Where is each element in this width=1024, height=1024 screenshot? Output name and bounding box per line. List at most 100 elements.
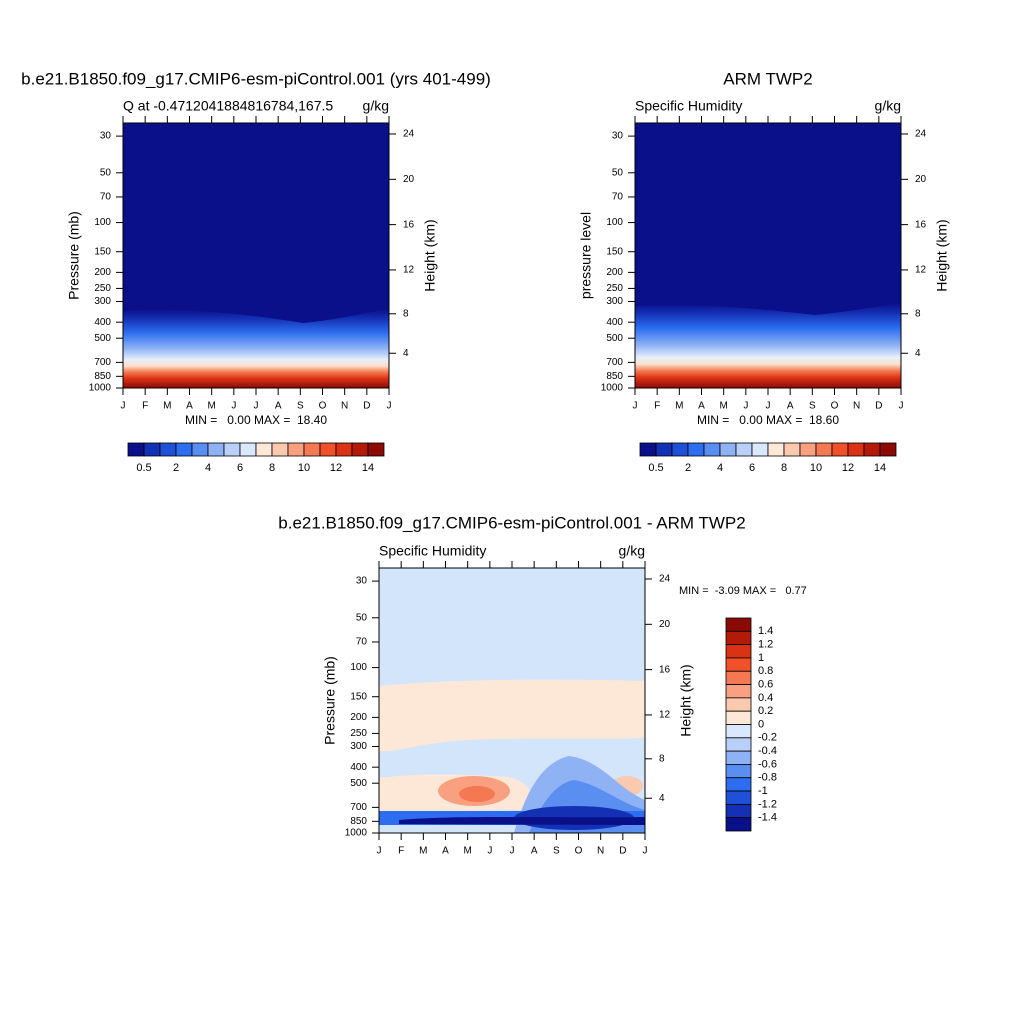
colorbar-label: 1 bbox=[758, 652, 764, 664]
y-tick-label: 150 bbox=[606, 246, 623, 257]
colorbar-box bbox=[847, 442, 865, 457]
colorbar-label: 1.4 bbox=[758, 625, 773, 637]
x-tick-label: O bbox=[319, 401, 327, 412]
colorbar-label: 2 bbox=[173, 462, 179, 474]
y-tick-label: 50 bbox=[356, 612, 368, 623]
colorbar-box bbox=[303, 442, 321, 457]
x-tick-label: J bbox=[231, 401, 236, 412]
colorbar-label: 8 bbox=[781, 462, 787, 474]
colorbar-label: 0.4 bbox=[758, 692, 773, 704]
colorbar-label: -1.4 bbox=[758, 812, 777, 824]
y2-tick-label: 8 bbox=[403, 308, 409, 319]
colorbar-box bbox=[879, 442, 897, 457]
y2-tick-label: 16 bbox=[659, 664, 671, 675]
chart-title: b.e21.B1850.f09_g17.CMIP6-esm-piControl.… bbox=[278, 513, 745, 532]
colorbar-box bbox=[175, 442, 193, 457]
colorbar-label: 8 bbox=[269, 462, 275, 474]
x-tick-label: N bbox=[597, 846, 604, 857]
colorbar-box bbox=[671, 442, 689, 457]
colorbar-box bbox=[239, 442, 257, 457]
y-tick-label: 1000 bbox=[345, 828, 368, 839]
colorbar-box bbox=[725, 670, 752, 685]
y-tick-label: 50 bbox=[100, 167, 112, 178]
subtitle-right: g/kg bbox=[619, 543, 645, 559]
y-tick-label: 300 bbox=[350, 741, 367, 752]
y2-tick-label: 24 bbox=[915, 129, 927, 140]
min-max: MIN = -3.09 MAX = 0.77 bbox=[679, 585, 807, 597]
colorbar-box bbox=[335, 442, 353, 457]
contour-field bbox=[635, 123, 901, 388]
y2-tick-label: 12 bbox=[659, 710, 671, 721]
colorbar-box bbox=[287, 442, 305, 457]
y-tick-label: 500 bbox=[350, 778, 367, 789]
y-tick-label: 30 bbox=[356, 576, 368, 587]
colorbar-label: 14 bbox=[874, 462, 886, 474]
x-tick-label: A bbox=[442, 846, 449, 857]
contour-fill bbox=[123, 309, 389, 388]
colorbar-box bbox=[735, 442, 753, 457]
colorbar-box bbox=[725, 790, 752, 805]
colorbar-box bbox=[725, 644, 752, 659]
y-tick-label: 850 bbox=[606, 371, 623, 382]
colorbar-label: 6 bbox=[237, 462, 243, 474]
colorbar-box bbox=[725, 750, 752, 765]
y-tick-label: 300 bbox=[94, 296, 111, 307]
y-tick-label: 300 bbox=[606, 296, 623, 307]
colorbar-box bbox=[751, 442, 769, 457]
x-tick-label: D bbox=[619, 846, 626, 857]
x-tick-label: J bbox=[510, 846, 515, 857]
colorbar-box bbox=[725, 803, 752, 819]
y-tick-label: 200 bbox=[606, 267, 623, 278]
colorbar-box bbox=[719, 442, 737, 457]
colorbar-box bbox=[687, 442, 705, 457]
colorbar-label: 10 bbox=[298, 462, 310, 474]
x-tick-label: S bbox=[553, 846, 560, 857]
y-tick-label: 200 bbox=[350, 712, 367, 723]
colorbar-box bbox=[703, 442, 721, 457]
x-tick-label: J bbox=[643, 846, 648, 857]
colorbar-box bbox=[319, 442, 337, 457]
colorbar-box bbox=[831, 442, 849, 457]
colorbar-label: 0.2 bbox=[758, 705, 773, 717]
colorbar-box bbox=[725, 684, 752, 699]
contour-fill bbox=[635, 303, 901, 388]
colorbar-box bbox=[725, 777, 752, 792]
colorbar-box bbox=[725, 764, 752, 779]
colorbar-box bbox=[767, 442, 785, 457]
x-tick-label: J bbox=[633, 401, 638, 412]
y2-tick-label: 16 bbox=[915, 219, 927, 230]
y2-axis-label: Height (km) bbox=[422, 219, 438, 291]
y2-tick-label: 4 bbox=[403, 348, 409, 359]
x-tick-label: J bbox=[254, 401, 259, 412]
y-tick-label: 1000 bbox=[601, 383, 624, 394]
y-tick-label: 150 bbox=[94, 246, 111, 257]
x-tick-label: J bbox=[766, 401, 771, 412]
y-tick-label: 700 bbox=[94, 357, 111, 368]
y-tick-label: 100 bbox=[94, 217, 111, 228]
colorbar-label: 0 bbox=[758, 718, 764, 730]
x-tick-label: J bbox=[377, 846, 382, 857]
x-tick-label: F bbox=[398, 846, 404, 857]
colorbar-box bbox=[223, 442, 241, 457]
colorbar-box bbox=[725, 724, 752, 739]
y-tick-label: 1000 bbox=[89, 383, 112, 394]
x-tick-label: N bbox=[853, 401, 860, 412]
x-tick-label: M bbox=[719, 401, 727, 412]
subtitle-right: g/kg bbox=[875, 98, 901, 114]
colorbar-box bbox=[367, 442, 385, 457]
min-max: MIN = 0.00 MAX = 18.40 bbox=[185, 413, 327, 427]
colorbar-label: -0.4 bbox=[758, 745, 777, 757]
x-tick-label: A bbox=[531, 846, 538, 857]
y-tick-label: 250 bbox=[350, 728, 367, 739]
x-tick-label: A bbox=[186, 401, 193, 412]
y-tick-label: 100 bbox=[350, 662, 367, 673]
colorbar-box bbox=[271, 442, 289, 457]
colorbar-box bbox=[207, 442, 225, 457]
y-tick-label: 70 bbox=[100, 192, 112, 203]
y2-tick-label: 20 bbox=[915, 174, 927, 185]
y2-tick-label: 24 bbox=[659, 574, 671, 585]
colorbar-label: -1 bbox=[758, 785, 768, 797]
y2-tick-label: 12 bbox=[915, 265, 927, 276]
subtitle-left: Q at -0.4712041884816784,167.5 bbox=[123, 98, 333, 114]
y-tick-label: 400 bbox=[606, 317, 623, 328]
